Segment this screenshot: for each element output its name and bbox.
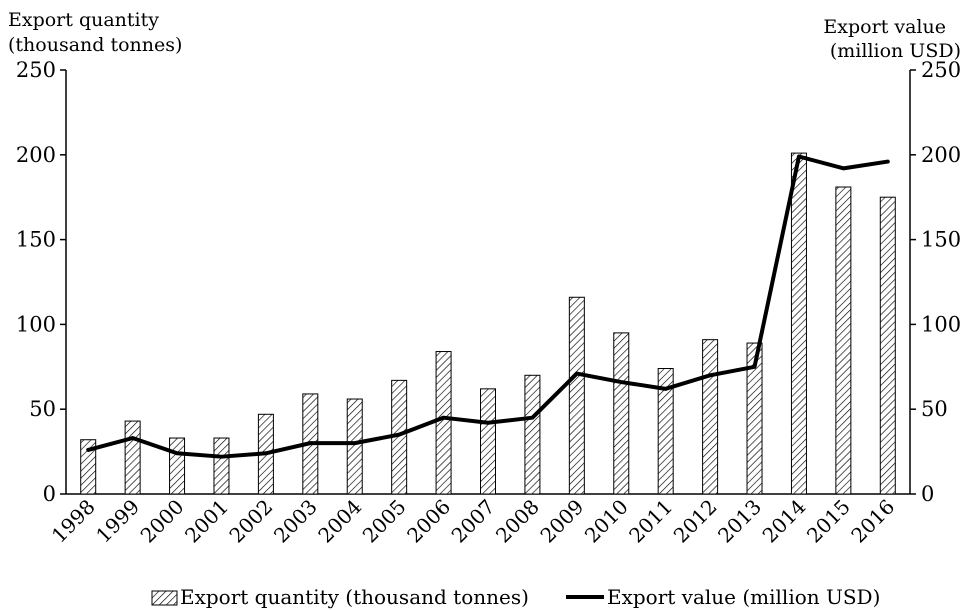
left-axis-title-line2: (thousand tonnes) [8,34,182,56]
left-axis-title-line1: Export quantity [8,9,159,31]
bar-2007 [480,388,496,495]
legend-swatch-bar [151,590,178,606]
left-tick-label: 150 [16,228,56,252]
x-tick-label: 1999 [91,495,144,548]
bar-2001 [213,437,230,495]
x-tick-label: 2016 [846,495,899,548]
bar-2010 [613,332,630,495]
x-tick-label: 2004 [313,495,366,548]
bars [80,152,896,495]
x-tick-label: 2011 [624,495,677,548]
x-tick-label: 2008 [491,495,544,548]
legend-label-line: Export value (million USD) [607,585,880,609]
right-tick-label: 100 [921,312,961,336]
bar-2004 [346,398,363,495]
x-tick-label: 2010 [580,495,633,548]
right-axis-title-line2: (million USD) [830,40,961,62]
right-tick-label: 200 [921,143,961,167]
left-tick-label: 50 [29,397,56,421]
x-tick-label: 2000 [136,495,189,548]
right-tick-label: 250 [921,58,961,82]
bar-2013 [746,342,763,495]
right-tick-label: 150 [921,228,961,252]
x-tick-label: 2007 [447,495,500,548]
left-tick-label: 100 [16,312,56,336]
bar-2000 [169,437,186,495]
bar-2016 [879,196,896,495]
x-tick-label: 2014 [758,495,811,548]
legend-label-bar: Export quantity (thousand tonnes) [180,585,529,609]
x-tick-label: 2001 [180,495,233,548]
x-tick-label: 2003 [269,495,322,548]
x-tick-label: 2015 [802,495,855,548]
bar-2008 [524,374,541,495]
line-layer [86,154,890,459]
left-tick-label: 200 [16,143,56,167]
left-tick-label: 250 [16,58,56,82]
bar-2014 [790,152,807,495]
left-tick-label: 0 [43,482,56,506]
bar-1998 [80,439,97,495]
bar-2009 [568,296,585,495]
x-tick-label: 2002 [224,495,277,548]
x-tick-label: 2009 [535,495,588,548]
x-tick-label: 2006 [402,495,455,548]
bar-2015 [835,186,852,495]
left-axis-ticks: 0 50 100 150 200 250 [16,58,66,506]
right-axis-ticks: 0 50 100 150 200 250 [910,58,961,506]
x-tick-label: 2005 [358,495,411,548]
right-tick-label: 50 [921,397,948,421]
bar-2006 [435,351,452,495]
x-tick-label: 2012 [669,495,722,548]
bar-1999 [124,420,141,495]
right-axis-title-line1: Export value [823,16,946,38]
bar-2012 [702,339,719,495]
x-axis-labels: 1998199920002001200220032004200520062007… [47,495,900,548]
bar-2011 [657,367,674,495]
x-tick-label: 2013 [713,495,766,548]
right-tick-label: 0 [921,482,934,506]
legend: Export quantity (thousand tonnes) Export… [151,585,880,609]
